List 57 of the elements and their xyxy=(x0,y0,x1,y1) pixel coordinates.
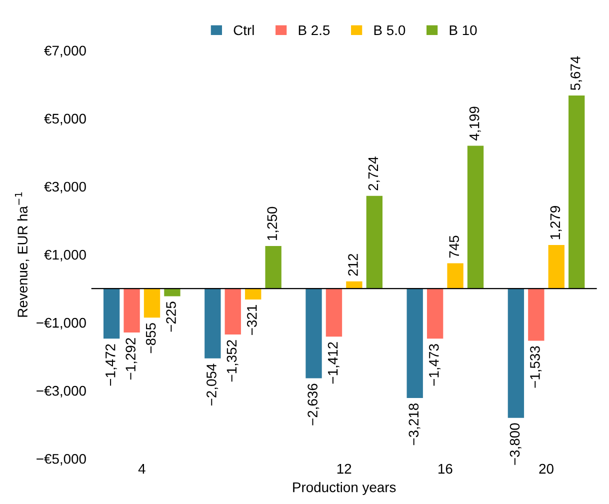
y-tick-label: −€3,000 xyxy=(36,386,86,398)
bar xyxy=(224,288,241,335)
bar xyxy=(204,288,221,358)
data-label: 212 xyxy=(348,254,358,276)
data-label: −1,352 xyxy=(226,340,238,382)
data-label: 745 xyxy=(449,236,460,258)
y-tick-label: −€1,000 xyxy=(36,318,86,330)
data-label: −321 xyxy=(246,305,257,335)
bar xyxy=(447,263,464,289)
legend-label: B 2.5 xyxy=(298,25,330,36)
data-label: −2,636 xyxy=(308,384,320,426)
data-label: 1,250 xyxy=(267,206,279,240)
legend-label: Ctrl xyxy=(234,24,254,36)
legend-label: B 10 xyxy=(450,25,477,36)
data-label: −1,472 xyxy=(105,344,117,386)
x-tick-label: 4 xyxy=(138,464,146,474)
bar xyxy=(103,288,120,339)
x-tick-label: 12 xyxy=(337,464,352,474)
data-label: −2,054 xyxy=(206,364,218,406)
x-tick-label: 16 xyxy=(438,464,452,474)
x-tick-label: 20 xyxy=(539,464,554,474)
data-label: 2,724 xyxy=(368,156,380,190)
y-tick-label: €1,000 xyxy=(44,250,86,262)
bar xyxy=(265,246,282,289)
bar xyxy=(346,281,362,289)
data-label: −3,800 xyxy=(510,423,522,465)
data-label: 5,674 xyxy=(570,56,582,90)
data-label: −1,412 xyxy=(328,342,340,384)
data-label: −1,533 xyxy=(530,346,542,388)
bar xyxy=(548,245,564,289)
bar xyxy=(164,288,180,296)
data-label: −855 xyxy=(146,323,156,354)
data-label: −1,292 xyxy=(126,338,138,380)
data-label: −225 xyxy=(166,302,176,332)
bar xyxy=(467,146,484,289)
data-label: −3,218 xyxy=(408,404,420,446)
y-tick-label: €7,000 xyxy=(44,46,86,58)
y-axis-title: Revenue, EUR ha$^{−1}$ xyxy=(14,192,30,317)
bar xyxy=(406,288,423,398)
bar xyxy=(306,288,322,378)
bar xyxy=(124,288,140,332)
bar xyxy=(366,196,382,289)
bar xyxy=(528,288,544,341)
y-tick-label: €5,000 xyxy=(44,114,86,126)
bar xyxy=(326,288,342,337)
bar xyxy=(144,288,160,318)
bar xyxy=(426,288,444,339)
y-tick-label: −€5,000 xyxy=(36,454,86,466)
y-tick-label: €3,000 xyxy=(44,182,86,194)
bar xyxy=(568,96,585,289)
data-label: 4,199 xyxy=(469,106,481,140)
bar xyxy=(508,288,524,418)
data-label: −1,473 xyxy=(428,344,440,386)
legend-label: B 5.0 xyxy=(374,25,406,36)
bar xyxy=(245,288,262,300)
data-label: 1,279 xyxy=(550,206,562,240)
x-axis-title: Production years xyxy=(293,482,396,495)
